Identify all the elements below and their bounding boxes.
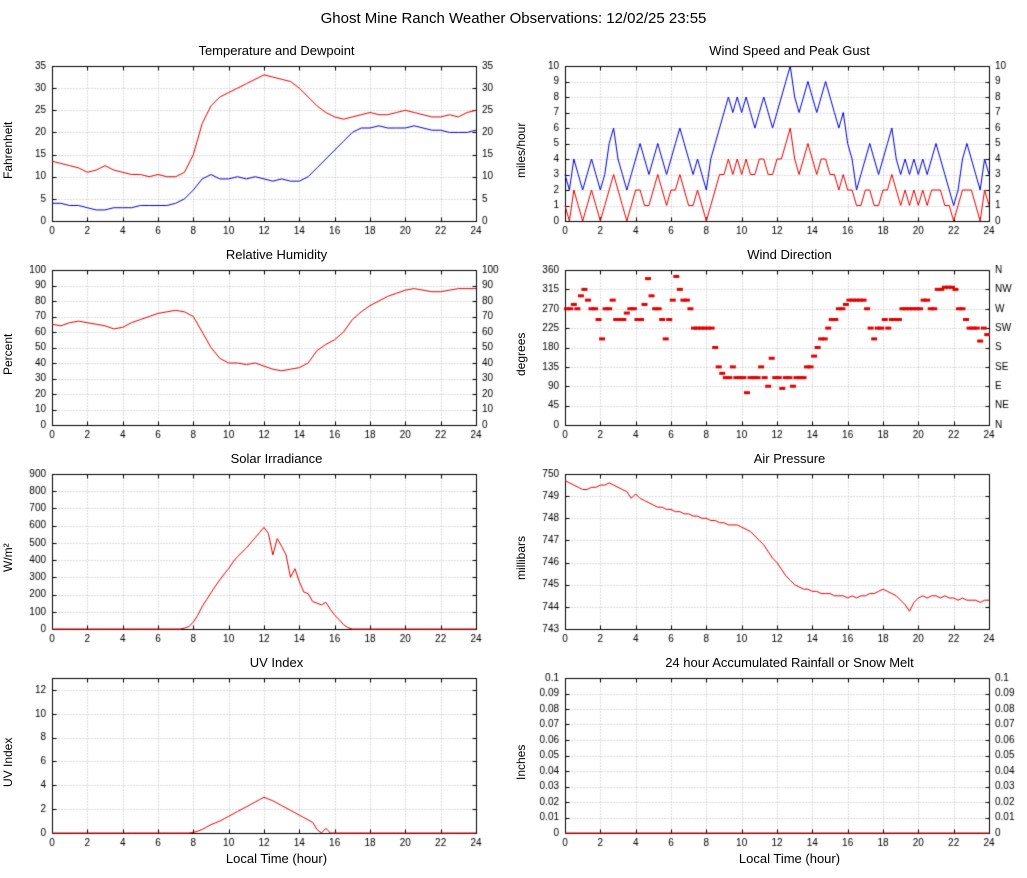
y-axis-label: degrees — [514, 332, 528, 376]
chart-title: UV Index — [249, 655, 304, 670]
chart-row: Percent — [0, 265, 508, 443]
wind-speed-gust-plot — [529, 61, 1021, 239]
x-axis-label: Local Time (hour) — [738, 851, 841, 866]
wind-direction-plot — [529, 265, 1021, 443]
rainfall-plot — [529, 673, 1021, 851]
chart-row: miles/hour — [513, 61, 1021, 239]
chart-wind-direction: Wind Direction degrees — [513, 247, 1026, 443]
y-axis-label: miles/hour — [514, 122, 528, 178]
y-axis-label: Percent — [1, 333, 15, 375]
y-axis-label: Fahrenheit — [1, 121, 15, 179]
air-pressure-plot — [529, 469, 1021, 647]
chart-rainfall: 24 hour Accumulated Rainfall or Snow Mel… — [513, 655, 1026, 871]
chart-temperature-dewpoint: Temperature and Dewpoint Fahrenheit — [0, 43, 513, 239]
chart-title: 24 hour Accumulated Rainfall or Snow Mel… — [665, 655, 914, 670]
temperature-dewpoint-plot — [16, 61, 508, 239]
chart-solar-irradiance: Solar Irradiance W/m² — [0, 451, 513, 647]
chart-row: Fahrenheit — [0, 61, 508, 239]
chart-row: millibars — [513, 469, 1021, 647]
solar-irradiance-plot — [16, 469, 508, 647]
chart-title: Solar Irradiance — [230, 451, 323, 466]
charts-grid: Temperature and Dewpoint Fahrenheit Wind… — [0, 43, 1027, 871]
chart-title: Temperature and Dewpoint — [198, 43, 355, 58]
chart-relative-humidity: Relative Humidity Percent — [0, 247, 513, 443]
relative-humidity-plot — [16, 265, 508, 443]
page-title: Ghost Mine Ranch Weather Observations: 1… — [320, 10, 707, 27]
chart-row: degrees — [513, 265, 1021, 443]
chart-title: Air Pressure — [753, 451, 826, 466]
chart-wind-speed-gust: Wind Speed and Peak Gust miles/hour — [513, 43, 1026, 239]
chart-row: Inches — [513, 673, 1021, 851]
chart-row: W/m² — [0, 469, 508, 647]
chart-title: Wind Direction — [747, 247, 832, 262]
chart-title: Wind Speed and Peak Gust — [709, 43, 870, 58]
x-axis-label: Local Time (hour) — [225, 851, 328, 866]
y-axis-label: W/m² — [1, 543, 15, 573]
y-axis-label: millibars — [514, 536, 528, 581]
chart-row: UV Index — [0, 673, 508, 851]
chart-air-pressure: Air Pressure millibars — [513, 451, 1026, 647]
chart-title: Relative Humidity — [225, 247, 328, 262]
y-axis-label: Inches — [514, 744, 528, 780]
uv-index-plot — [16, 673, 508, 851]
chart-uv-index: UV Index UV Index Local Time (hour) — [0, 655, 513, 871]
y-axis-label: UV Index — [1, 737, 15, 787]
